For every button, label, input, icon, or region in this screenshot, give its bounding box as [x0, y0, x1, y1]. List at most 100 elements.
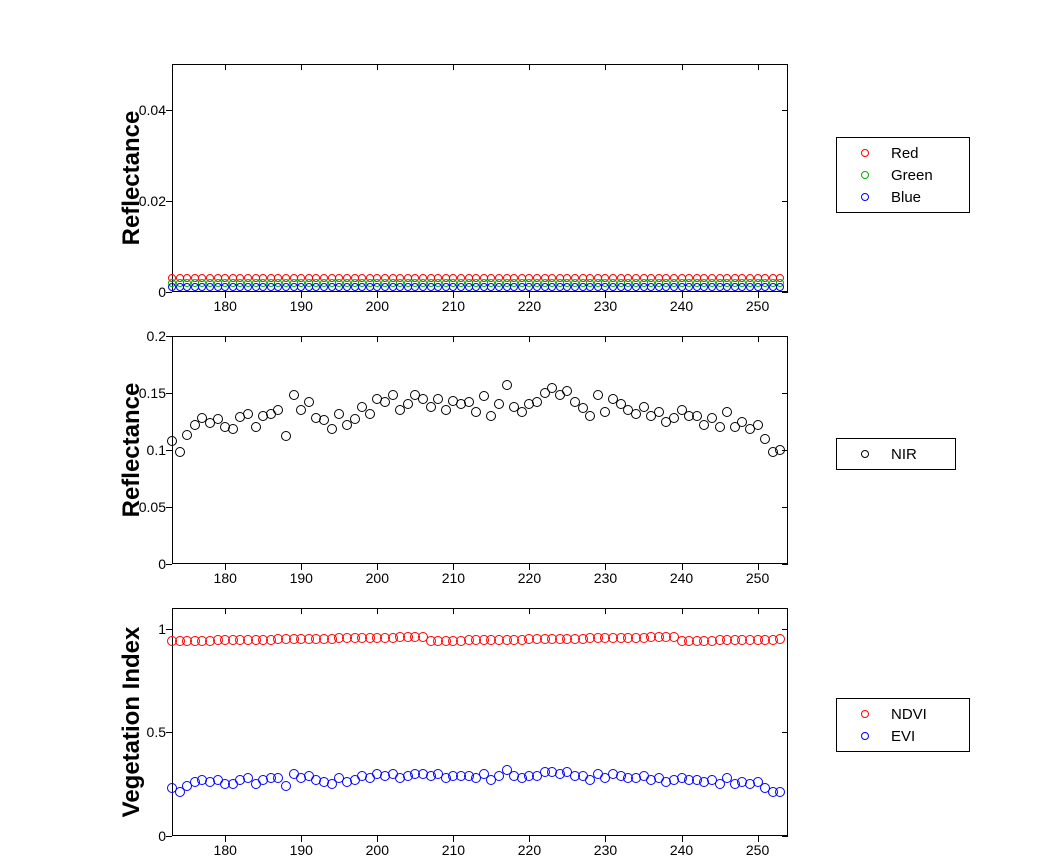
legend-label: Blue [891, 189, 921, 206]
ytick-label: 0.04 [130, 102, 166, 118]
panel2-marker [486, 411, 496, 421]
ytick-mark [782, 292, 788, 293]
panel1-legend: RedGreenBlue [836, 137, 970, 213]
ytick-label: 0.05 [130, 499, 166, 515]
xtick-mark [529, 336, 530, 342]
xtick-label: 200 [366, 842, 389, 858]
panel2-marker [593, 390, 603, 400]
xtick-mark [758, 608, 759, 614]
panel2-marker [403, 399, 413, 409]
xtick-label: 210 [442, 570, 465, 586]
xtick-mark [225, 336, 226, 342]
xtick-mark [605, 336, 606, 342]
panel2-marker [304, 397, 314, 407]
panel2-axes [172, 336, 788, 564]
xtick-label: 200 [366, 298, 389, 314]
xtick-mark [453, 64, 454, 70]
panel2-marker [639, 402, 649, 412]
ytick-label: 0.5 [138, 724, 166, 740]
panel2-marker [441, 405, 451, 415]
panel2-marker [334, 409, 344, 419]
xtick-label: 180 [214, 842, 237, 858]
panel2-marker [273, 405, 283, 415]
ytick-mark [782, 393, 788, 394]
ytick-label: 0 [154, 556, 166, 572]
xtick-mark [453, 336, 454, 342]
panel2-marker [600, 407, 610, 417]
ytick-mark [782, 110, 788, 111]
xtick-mark [529, 608, 530, 614]
xtick-mark [529, 64, 530, 70]
ytick-mark [782, 336, 788, 337]
xtick-label: 230 [594, 842, 617, 858]
legend-item: NIR [845, 443, 947, 465]
xtick-mark [225, 608, 226, 614]
panel1-marker [776, 283, 784, 291]
panel2-marker [228, 424, 238, 434]
xtick-label: 190 [290, 298, 313, 314]
panel2-marker [167, 436, 177, 446]
panel2-marker [494, 399, 504, 409]
ytick-label: 0.2 [138, 328, 166, 344]
xtick-mark [301, 64, 302, 70]
xtick-mark [605, 608, 606, 614]
legend-marker-icon [845, 710, 885, 718]
panel1-axes [172, 64, 788, 292]
panel2-marker [296, 405, 306, 415]
xtick-label: 180 [214, 570, 237, 586]
ytick-mark [782, 836, 788, 837]
panel2-marker [654, 407, 664, 417]
ytick-mark [782, 732, 788, 733]
legend-marker-icon [845, 193, 885, 201]
panel2-legend: NIR [836, 438, 956, 470]
ytick-mark [166, 450, 172, 451]
panel2-marker [532, 397, 542, 407]
panel3-legend: NDVI EVI [836, 698, 970, 752]
panel2-marker [175, 447, 185, 457]
panel2-marker [243, 409, 253, 419]
ytick-mark [166, 836, 172, 837]
xtick-mark [605, 64, 606, 70]
xtick-mark [377, 336, 378, 342]
panel3-ylabel: Vegetation Index [118, 622, 146, 822]
panel2-marker [471, 407, 481, 417]
legend-item: Red [845, 142, 961, 164]
ytick-label: 0 [154, 828, 166, 844]
legend-marker-icon [845, 149, 885, 157]
xtick-mark [453, 608, 454, 614]
ytick-mark [166, 507, 172, 508]
panel2-marker [426, 402, 436, 412]
panel2-marker [388, 390, 398, 400]
xtick-mark [301, 608, 302, 614]
panel2-marker [502, 380, 512, 390]
figure: Reflectance18019020021022023024025000.02… [0, 0, 1059, 862]
legend-label: NDVI [891, 706, 927, 723]
ytick-label: 1 [154, 621, 166, 637]
panel2-marker [433, 394, 443, 404]
panel3-marker [775, 787, 785, 797]
xtick-label: 220 [518, 842, 541, 858]
panel2-marker [760, 434, 770, 444]
xtick-label: 210 [442, 842, 465, 858]
xtick-label: 240 [670, 842, 693, 858]
panel2-marker [753, 420, 763, 430]
legend-marker-icon [845, 450, 885, 458]
xtick-label: 190 [290, 842, 313, 858]
panel2-marker [722, 407, 732, 417]
ytick-mark [166, 393, 172, 394]
xtick-mark [301, 336, 302, 342]
legend-label: NIR [891, 446, 917, 463]
legend-item: EVI [845, 725, 961, 747]
xtick-mark [225, 64, 226, 70]
xtick-label: 230 [594, 570, 617, 586]
ytick-mark [782, 629, 788, 630]
panel3-marker [775, 634, 785, 644]
panel2-marker [464, 397, 474, 407]
ytick-mark [166, 292, 172, 293]
ytick-mark [782, 507, 788, 508]
panel2-marker [669, 413, 679, 423]
xtick-mark [377, 608, 378, 614]
xtick-label: 240 [670, 570, 693, 586]
panel2-marker [707, 413, 717, 423]
legend-marker-icon [845, 732, 885, 740]
